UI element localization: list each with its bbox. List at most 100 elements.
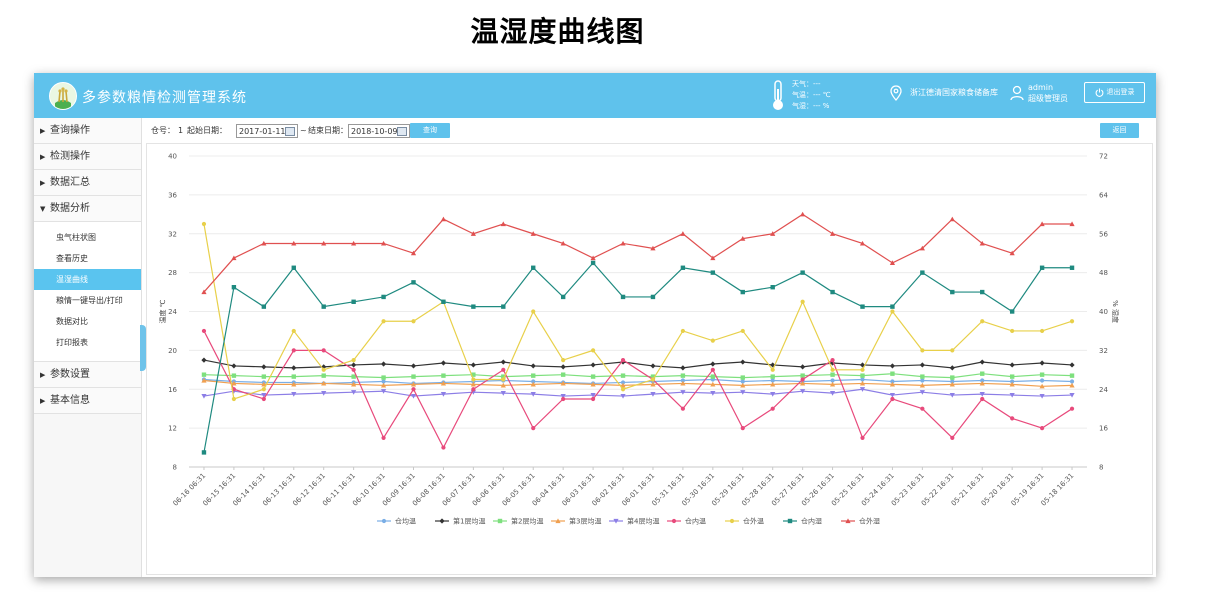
series-point	[800, 211, 806, 217]
back-button[interactable]: 返回	[1100, 123, 1139, 138]
series-point	[1069, 373, 1075, 378]
series-point	[530, 231, 536, 236]
series-point	[591, 348, 596, 353]
series-point	[1069, 362, 1075, 368]
series-point	[650, 392, 656, 397]
series-point	[830, 367, 835, 372]
series-point	[710, 361, 716, 367]
legend-item-label: 仓内温	[685, 517, 706, 526]
series-point	[829, 381, 836, 387]
legend-item-label: 仓外湿	[859, 517, 880, 526]
menu-group-params[interactable]: ▶ 参数设置	[34, 362, 141, 388]
legend-swatch-marker	[381, 518, 387, 524]
series-point	[500, 221, 506, 227]
series-point	[889, 393, 896, 398]
series-point	[530, 381, 536, 387]
series-point	[410, 363, 417, 369]
series-point	[770, 285, 775, 290]
series-point	[560, 393, 566, 399]
menu-item-history[interactable]: 查看历史	[56, 254, 88, 263]
series-point	[950, 435, 955, 440]
series-point	[351, 362, 357, 368]
series-point	[1010, 328, 1015, 334]
series-point	[231, 373, 237, 378]
series-point	[620, 380, 626, 385]
series-point	[231, 380, 237, 386]
series-point	[291, 348, 296, 353]
menu-group-label: 数据分析	[50, 203, 90, 214]
series-point	[949, 365, 955, 371]
series-point	[560, 294, 566, 300]
location-pin-icon	[890, 85, 902, 105]
menu-group-detect[interactable]: ▶ 检测操作	[34, 144, 141, 170]
series-point	[740, 426, 745, 431]
menu-group-basic-info[interactable]: ▶ 基本信息	[34, 388, 141, 414]
series-point	[860, 377, 865, 382]
series-point	[1009, 250, 1015, 256]
caret-right-icon: ▶	[40, 127, 46, 135]
series-point	[920, 348, 925, 353]
series-point	[800, 270, 805, 275]
series-point	[1069, 406, 1075, 411]
sidebar-collapse-handle[interactable]	[140, 325, 146, 371]
series-point	[231, 363, 237, 369]
series-point	[261, 364, 267, 370]
y-right-tick-label: 8	[1099, 464, 1103, 472]
query-button[interactable]: 查询	[410, 123, 450, 138]
series-point	[710, 367, 715, 372]
menu-item-print-report[interactable]: 打印报表	[56, 338, 88, 347]
y-right-tick-label: 64	[1099, 191, 1108, 199]
series-point	[440, 392, 447, 397]
menu-item-pest-gas-bar[interactable]: 虫气柱状图	[56, 233, 96, 242]
app-window: 多参数粮情检测管理系统 天气：--- 气温：--- ℃ 气湿：--- % 浙江德…	[34, 73, 1156, 577]
start-date-input[interactable]: 2017-01-11	[236, 124, 298, 138]
series-point	[201, 289, 207, 295]
end-date-input[interactable]: 2018-10-09	[348, 124, 410, 138]
y-left-tick-label: 12	[168, 425, 177, 433]
series-point	[261, 387, 266, 392]
series-point	[351, 374, 356, 379]
series-point	[410, 393, 417, 399]
legend-item-label: 仓均温	[395, 517, 416, 526]
series-point	[531, 265, 536, 270]
series-point	[560, 240, 566, 246]
warehouse-value[interactable]: 1	[178, 126, 184, 135]
caret-right-icon: ▶	[40, 153, 46, 161]
series-point	[291, 365, 297, 371]
calendar-icon[interactable]	[397, 127, 407, 136]
menu-item-data-compare[interactable]: 数据对比	[56, 317, 88, 326]
series-line	[203, 388, 1073, 397]
series-point	[949, 381, 955, 387]
calendar-icon[interactable]	[285, 127, 295, 136]
menu-item-export-print[interactable]: 粮情一键导出/打印	[56, 296, 123, 305]
legend-swatch-marker	[555, 518, 561, 524]
series-point	[860, 373, 865, 378]
menu-group-query[interactable]: ▶ 查询操作	[34, 118, 141, 144]
series-point	[680, 265, 686, 270]
series-point	[381, 435, 386, 440]
series-point	[919, 390, 925, 395]
series-point	[261, 381, 267, 387]
series-point	[680, 378, 686, 383]
series-point	[620, 382, 626, 388]
series-point	[1039, 372, 1045, 377]
menu-group-analysis[interactable]: ▼ 数据分析	[34, 196, 141, 222]
series-point	[920, 270, 925, 275]
series-point	[889, 260, 896, 265]
logo-icon	[49, 82, 77, 110]
series-point	[500, 359, 506, 365]
series-line	[203, 330, 1073, 449]
menu-group-label: 数据汇总	[50, 177, 90, 188]
series-point	[201, 221, 207, 227]
menu-item-temp-humidity-curve[interactable]: 温湿曲线	[34, 269, 141, 290]
series-point	[351, 357, 356, 363]
legend-swatch-marker	[671, 518, 677, 524]
series-point	[471, 304, 476, 309]
series-point	[470, 381, 476, 387]
series-point	[890, 371, 895, 376]
menu-group-summary[interactable]: ▶ 数据汇总	[34, 170, 141, 196]
logout-button[interactable]: 退出登录	[1084, 82, 1145, 103]
user-info: admin 超级管理员	[1028, 82, 1068, 104]
series-point	[859, 387, 866, 392]
series-point	[740, 236, 746, 241]
